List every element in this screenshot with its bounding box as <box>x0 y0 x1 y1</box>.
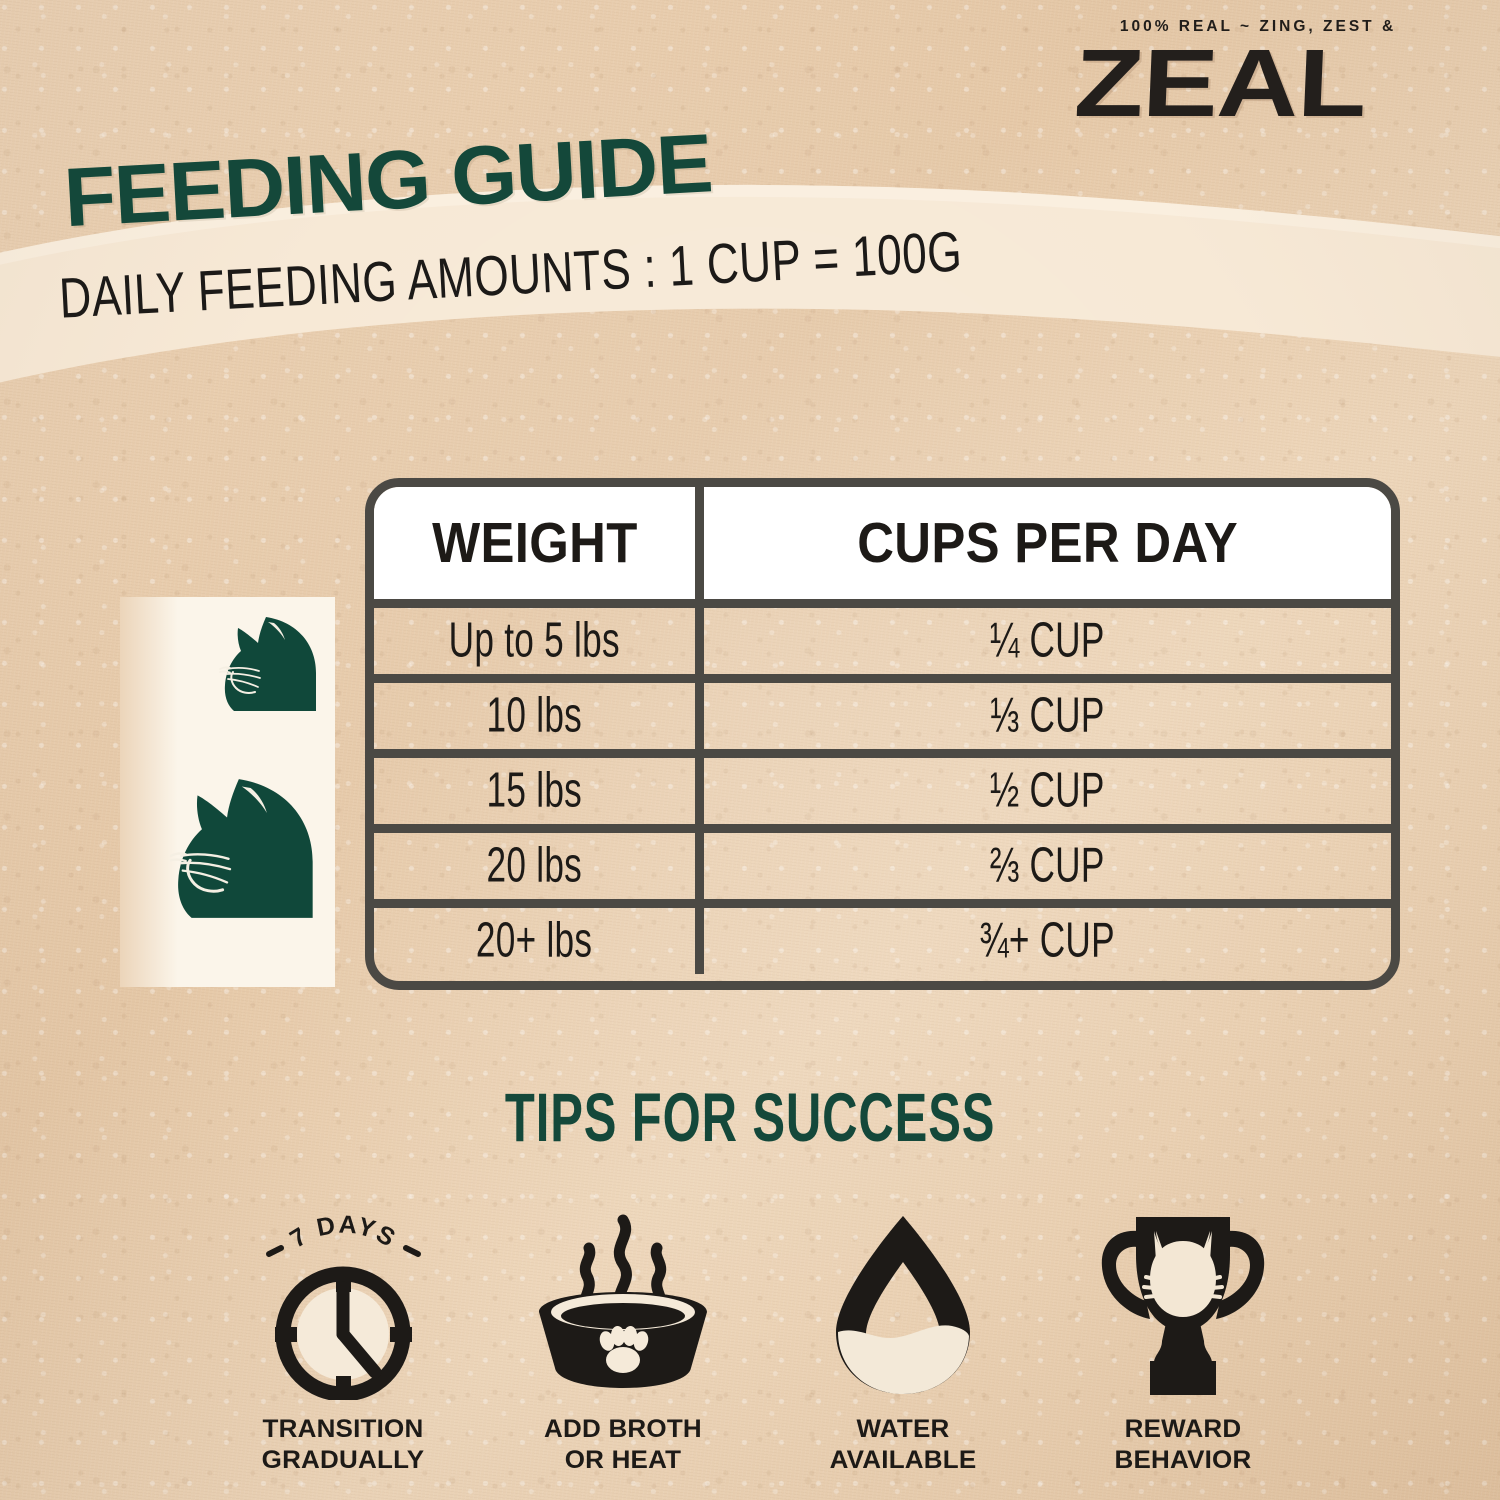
clock-arc-label: 7 DAYS <box>285 1210 399 1253</box>
table-row: 20+ lbs ¾+ CUP <box>374 899 1391 974</box>
table-header-row: WEIGHT CUPS PER DAY <box>374 487 1391 599</box>
svg-text:7 DAYS: 7 DAYS <box>285 1210 401 1253</box>
tips-row: 7 DAYS TRANSITION GRADUALLY <box>218 1200 1308 1475</box>
tip-label-water: WATER AVAILABLE <box>778 1414 1028 1475</box>
cell-weight-label: Up to 5 lbs <box>448 613 621 668</box>
cell-cups: ⅓ CUP <box>704 683 1391 749</box>
panel-edge-fade <box>120 597 178 987</box>
cell-cups: ½ CUP <box>704 758 1391 824</box>
cat-head-silhouette-icon-large <box>168 772 323 927</box>
column-header-weight-label: WEIGHT <box>431 511 638 575</box>
tip-label-line2: BEHAVIOR <box>1114 1445 1252 1474</box>
table-row: 10 lbs ⅓ CUP <box>374 674 1391 749</box>
column-header-weight: WEIGHT <box>374 487 704 599</box>
cream-wave-band <box>0 170 1500 430</box>
cell-cups-label: ⅓ CUP <box>990 688 1105 743</box>
cell-cups: ¼ CUP <box>704 608 1391 674</box>
tips-section-title-label: TIPS FOR SUCCESS <box>504 1079 996 1157</box>
table-row: Up to 5 lbs ¼ CUP <box>374 599 1391 674</box>
cell-cups-label: ½ CUP <box>990 763 1105 818</box>
water-drop-icon <box>778 1200 1028 1400</box>
cell-weight-label: 20+ lbs <box>476 913 593 968</box>
cell-weight: 15 lbs <box>374 758 704 824</box>
cell-weight-label: 15 lbs <box>486 763 583 818</box>
cell-weight: 20 lbs <box>374 833 704 899</box>
column-header-cups: CUPS PER DAY <box>704 487 1391 599</box>
tip-item-transition: 7 DAYS TRANSITION GRADUALLY <box>218 1200 468 1475</box>
tip-label-transition: TRANSITION GRADUALLY <box>218 1414 468 1475</box>
tip-item-broth: ADD BROTH OR HEAT <box>498 1200 748 1475</box>
tip-label-reward: REWARD BEHAVIOR <box>1058 1414 1308 1475</box>
brand-logo: 100% REAL ~ ZING, ZEST & ZEAL <box>1048 18 1468 137</box>
tip-label-line2: OR HEAT <box>564 1445 682 1474</box>
cell-weight: Up to 5 lbs <box>374 608 704 674</box>
food-bowl-icon <box>498 1200 748 1400</box>
feeding-table: WEIGHT CUPS PER DAY Up to 5 lbs ¼ CUP 10… <box>365 478 1400 990</box>
tips-section-title: TIPS FOR SUCCESS <box>0 1080 1500 1157</box>
cell-weight: 10 lbs <box>374 683 704 749</box>
cell-cups: ⅔ CUP <box>704 833 1391 899</box>
tip-label-line2: GRADUALLY <box>261 1445 425 1474</box>
clock-icon: 7 DAYS <box>218 1200 468 1400</box>
trophy-icon <box>1058 1200 1308 1400</box>
tip-label-broth: ADD BROTH OR HEAT <box>498 1414 748 1475</box>
tip-label-line1: ADD BROTH <box>544 1415 702 1443</box>
table-row: 20 lbs ⅔ CUP <box>374 824 1391 899</box>
cat-head-silhouette-icon-small <box>218 613 323 718</box>
brand-wordmark: ZEAL <box>1072 30 1368 137</box>
tip-label-line1: TRANSITION <box>262 1415 424 1443</box>
cell-cups-label: ¼ CUP <box>990 613 1105 668</box>
cell-cups: ¾+ CUP <box>704 908 1391 974</box>
tip-label-line1: REWARD <box>1124 1415 1242 1443</box>
column-header-cups-label: CUPS PER DAY <box>857 511 1238 575</box>
cell-weight-label: 10 lbs <box>486 688 583 743</box>
cell-cups-label: ¾+ CUP <box>979 913 1116 968</box>
tip-label-line2: AVAILABLE <box>829 1445 977 1474</box>
tip-item-water: WATER AVAILABLE <box>778 1200 1028 1475</box>
cell-weight: 20+ lbs <box>374 908 704 974</box>
table-row: 15 lbs ½ CUP <box>374 749 1391 824</box>
brand-tagline: 100% REAL ~ ZING, ZEST & <box>1119 18 1397 35</box>
cell-weight-label: 20 lbs <box>486 838 583 893</box>
cell-cups-label: ⅔ CUP <box>990 838 1105 893</box>
tip-label-line1: WATER <box>856 1415 950 1443</box>
tip-item-reward: REWARD BEHAVIOR <box>1058 1200 1308 1475</box>
